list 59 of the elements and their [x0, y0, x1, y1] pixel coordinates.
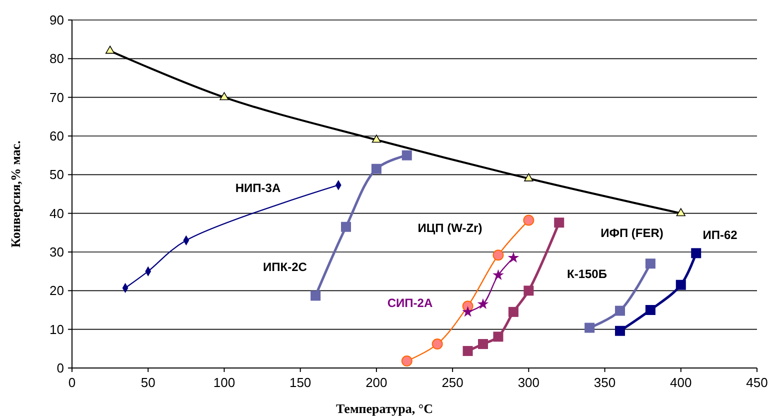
point [401, 356, 412, 367]
x-tick-label: 300 [518, 375, 540, 390]
y-tick-label: 30 [50, 244, 64, 260]
y-tick-label: 80 [50, 51, 64, 66]
x-tick-label: 200 [366, 375, 388, 390]
point [524, 173, 534, 182]
point [523, 214, 534, 226]
y-tick-label: 0 [56, 360, 64, 376]
point [508, 306, 518, 317]
x-tick-label: 0 [68, 375, 76, 390]
point [341, 222, 351, 232]
point [645, 305, 656, 315]
series-label: ИП-62 [702, 228, 738, 242]
point [508, 252, 520, 263]
series-label: ИПК-2С [263, 260, 308, 274]
x-tick-label: 450 [746, 375, 768, 390]
series-label: ИФП (FER) [600, 226, 664, 240]
y-tick-label: 20 [50, 283, 64, 298]
point [462, 306, 474, 317]
point [371, 164, 382, 174]
point [477, 298, 489, 310]
point [105, 46, 115, 54]
point [645, 258, 656, 269]
x-tick-label: 250 [442, 375, 464, 390]
point [492, 269, 504, 280]
x-tick-label: 150 [289, 375, 312, 390]
y-tick-label: 60 [50, 128, 64, 144]
point [493, 332, 504, 342]
x-tick-label: 400 [670, 375, 692, 390]
y-tick-label: 40 [50, 206, 64, 221]
point [372, 134, 382, 143]
point [492, 250, 504, 261]
y-tick-label: 50 [50, 167, 64, 182]
series-label: НИП-3А [235, 181, 281, 195]
point [462, 346, 473, 356]
series-label: ИЦП (W-Zr) [418, 221, 482, 235]
point [615, 326, 625, 336]
y-tick-label: 10 [50, 322, 64, 337]
point [615, 306, 625, 316]
point [554, 218, 564, 228]
x-tick-label: 100 [213, 375, 236, 390]
x-axis-title: Температура, °C [336, 401, 433, 416]
y-tick-label: 90 [50, 12, 64, 28]
point [691, 248, 702, 258]
point [676, 208, 686, 216]
y-axis-title: Конверсия,% мас. [8, 140, 23, 248]
x-tick-label: 350 [594, 375, 616, 390]
point [402, 150, 412, 160]
point [478, 339, 488, 350]
point [310, 290, 321, 301]
x-tick-label: 50 [140, 375, 156, 390]
point [584, 322, 595, 333]
text: К-150Б [567, 267, 608, 281]
y-tick-label: 70 [50, 90, 64, 105]
point [432, 338, 443, 350]
point [524, 286, 534, 296]
text: СИП-2А [387, 296, 433, 310]
point [220, 92, 229, 100]
point [676, 280, 686, 290]
